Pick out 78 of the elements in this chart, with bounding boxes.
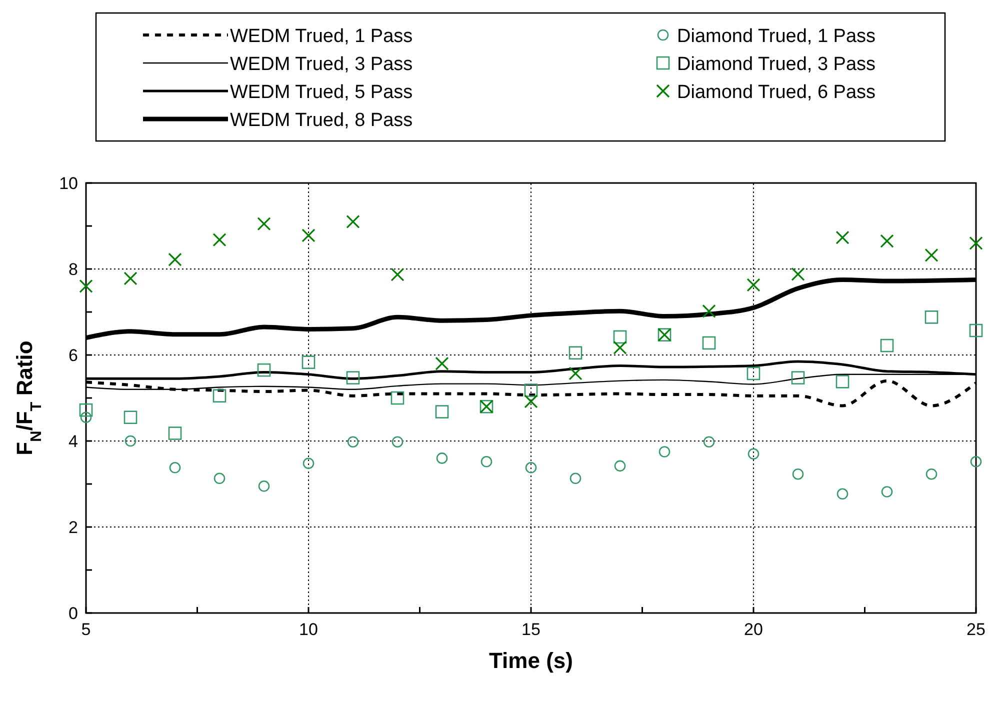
point [347,436,359,448]
point [880,338,894,352]
point [302,458,314,470]
point [435,356,449,370]
point [214,472,226,484]
point [746,278,760,292]
point [212,389,226,402]
y-tick-label: 6 [68,346,78,365]
point [302,356,316,369]
x-tick-label: 20 [744,620,763,639]
point [435,405,449,418]
point [880,234,894,248]
y-tick-label: 8 [68,260,78,279]
point [836,488,848,500]
point [791,267,805,281]
point [703,436,715,448]
point [302,228,316,242]
point [613,340,627,354]
point [124,410,138,424]
point [658,446,670,458]
point [970,456,982,468]
legend-label: WEDM Trued, 8 Pass [230,110,413,131]
point [881,486,893,498]
point [792,468,804,480]
point [124,435,136,447]
point [748,448,760,460]
point [346,214,360,228]
point [924,248,938,262]
point [392,436,404,448]
y-tick-label: 4 [68,432,78,451]
point [614,460,626,472]
point [926,468,938,480]
point [969,324,983,338]
legend-label: WEDM Trued, 1 Pass [230,26,413,47]
point [791,371,805,384]
point [390,391,404,405]
point [124,272,138,286]
legend-label: Diamond Trued, 6 Pass [677,82,876,103]
point [257,363,271,377]
point [390,268,404,282]
point [702,304,716,318]
point [836,230,850,244]
point [346,371,360,384]
point [212,232,226,247]
y-tick-label: 0 [68,604,78,623]
y-tick-label: 2 [68,518,78,537]
x-tick-label: 25 [966,620,986,639]
point [924,310,938,324]
point [258,480,270,492]
point [746,366,760,380]
point [79,279,93,293]
legend-label: WEDM Trued, 3 Pass [230,54,413,75]
point [257,217,271,231]
point [436,452,448,464]
x-tick-label: 5 [81,620,91,639]
point [79,403,93,417]
point [169,462,181,474]
x-axis-title: Time (s) [489,648,573,673]
point [524,394,538,408]
point [480,456,492,468]
legend-label: Diamond Trued, 1 Pass [677,26,876,47]
point [168,426,182,440]
legend-label: Diamond Trued, 3 Pass [677,54,876,75]
x-tick-label: 10 [299,620,318,639]
point [969,236,983,250]
point [80,412,92,423]
y-tick-label: 10 [59,174,78,193]
point [836,375,850,388]
point [168,252,182,266]
legend-label: WEDM Trued, 5 Pass [230,82,413,103]
x-tick-label: 15 [522,620,540,639]
point [525,462,537,474]
point [568,346,582,360]
point [570,472,582,484]
point [524,384,538,397]
point [613,330,627,344]
point [702,336,716,350]
point [568,366,582,380]
